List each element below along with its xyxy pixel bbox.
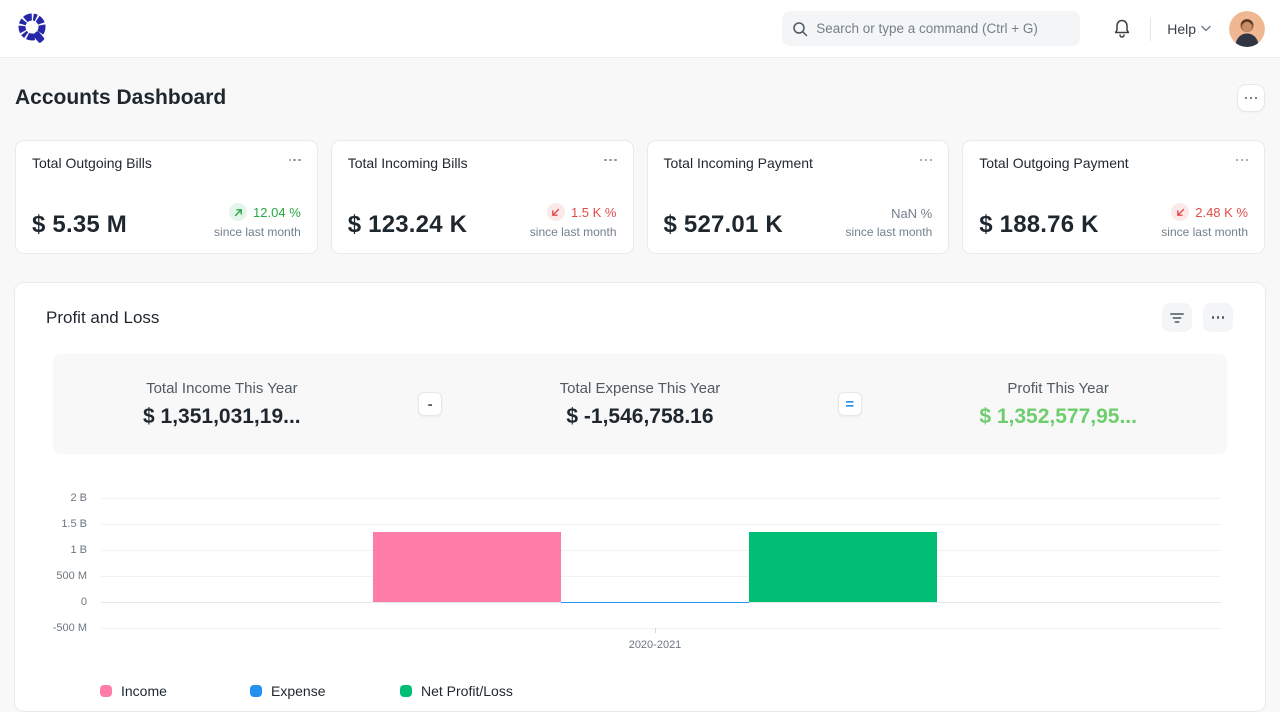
- legend-swatch: [100, 685, 112, 697]
- card-value: $ 188.76 K: [979, 211, 1099, 238]
- avatar-image: [1229, 10, 1265, 47]
- card-menu-button[interactable]: [1235, 155, 1248, 162]
- card-menu-button[interactable]: [288, 155, 301, 162]
- change-percent: 2.48 K %: [1195, 204, 1248, 220]
- chevron-down-icon: [1201, 25, 1211, 32]
- y-axis-tick-label: 500 M: [56, 570, 87, 582]
- y-axis-tick-label: 0: [80, 596, 87, 608]
- ellipsis-icon: [1244, 96, 1248, 100]
- chart-title: Profit and Loss: [46, 307, 160, 327]
- number-card-total-outgoing-payment[interactable]: Total Outgoing Payment $ 188.76 K 2.48 K…: [962, 140, 1265, 254]
- filter-icon: [1170, 312, 1184, 323]
- x-axis-category-label: 2020-2021: [628, 639, 682, 651]
- search-icon: [793, 21, 808, 36]
- change-percent: NaN %: [891, 206, 933, 221]
- minus-operator: -: [418, 392, 443, 416]
- summary-profit: Profit This Year $ 1,352,577,95...: [979, 379, 1137, 428]
- top-navbar: Help: [0, 0, 1280, 58]
- gridline: [101, 550, 1221, 551]
- card-title: Total Outgoing Bills: [32, 155, 152, 171]
- bar-income[interactable]: [373, 531, 561, 602]
- card-title: Total Outgoing Payment: [979, 155, 1129, 171]
- card-value: $ 527.01 K: [663, 211, 783, 238]
- legend-label: Net Profit/Loss: [421, 683, 513, 699]
- summary-profit-value: $ 1,352,577,95...: [979, 404, 1137, 428]
- legend-item-net-profit-loss[interactable]: Net Profit/Loss: [400, 683, 550, 699]
- profit-and-loss-card: Profit and Loss Total Income This Year $…: [14, 282, 1266, 712]
- number-card-total-outgoing-bills[interactable]: Total Outgoing Bills $ 5.35 M 12.04 % si…: [15, 140, 318, 254]
- page-header: Accounts Dashboard: [0, 58, 1280, 112]
- summary-total-income: Total Income This Year $ 1,351,031,19...: [143, 379, 301, 428]
- change-caption: since last month: [214, 225, 301, 239]
- gridline: [101, 524, 1221, 525]
- bar-net-profit-loss[interactable]: [749, 531, 937, 602]
- y-axis-tick-label: 1.5 B: [61, 518, 87, 530]
- chart-summary-band: Total Income This Year $ 1,351,031,19...…: [53, 354, 1227, 454]
- bell-icon: [1115, 19, 1130, 38]
- chart-filter-button[interactable]: [1162, 303, 1192, 332]
- card-title: Total Incoming Payment: [663, 155, 813, 171]
- y-axis-tick-label: 2 B: [70, 492, 87, 504]
- legend-label: Income: [121, 683, 167, 699]
- navbar-divider: [1150, 16, 1152, 41]
- chart-menu-button[interactable]: [1203, 303, 1233, 332]
- page-menu-button[interactable]: [1237, 84, 1265, 112]
- x-axis-tick: [655, 628, 656, 633]
- notifications-button[interactable]: [1112, 18, 1132, 39]
- number-card-total-incoming-payment[interactable]: Total Incoming Payment $ 527.01 K NaN % …: [646, 140, 950, 254]
- summary-total-expense: Total Expense This Year $ -1,546,758.16: [559, 379, 721, 428]
- equals-operator: =: [837, 392, 862, 416]
- app-logo[interactable]: [15, 11, 51, 47]
- legend-label: Expense: [271, 683, 326, 699]
- legend-item-expense[interactable]: Expense: [250, 683, 400, 699]
- y-axis-tick-label: 1 B: [70, 544, 87, 556]
- change-caption: since last month: [529, 225, 617, 239]
- number-cards-row: Total Outgoing Bills $ 5.35 M 12.04 % si…: [0, 112, 1280, 254]
- gridline: [101, 628, 1221, 629]
- legend-swatch: [250, 685, 262, 697]
- change-caption: since last month: [1161, 225, 1248, 239]
- profit-loss-bar-chart: 2 B 1.5 B 1 B 500 M 0 -500 M 2020-2021: [29, 492, 1251, 658]
- card-title: Total Incoming Bills: [347, 155, 468, 171]
- y-axis-tick-label: -500 M: [52, 622, 87, 634]
- ellipsis-icon: [1211, 316, 1225, 319]
- trend-down-icon: [546, 203, 565, 221]
- trend-up-icon: [229, 203, 248, 221]
- number-card-total-incoming-bills[interactable]: Total Incoming Bills $ 123.24 K 1.5 K % …: [330, 140, 634, 254]
- help-label: Help: [1167, 20, 1196, 37]
- gridline: [101, 602, 1221, 603]
- search-input[interactable]: [816, 21, 1071, 36]
- card-value: $ 5.35 M: [32, 211, 127, 238]
- trend-down-icon: [1171, 203, 1190, 221]
- gridline: [101, 498, 1221, 499]
- legend-swatch: [400, 685, 412, 697]
- legend-item-income[interactable]: Income: [100, 683, 250, 699]
- global-search[interactable]: [782, 11, 1081, 46]
- card-menu-button[interactable]: [604, 155, 617, 162]
- chart-legend: Income Expense Net Profit/Loss: [100, 683, 550, 699]
- summary-income-value: $ 1,351,031,19...: [143, 404, 301, 428]
- summary-expense-value: $ -1,546,758.16: [566, 404, 714, 428]
- card-value: $ 123.24 K: [347, 211, 468, 238]
- page-title: Accounts Dashboard: [15, 86, 227, 109]
- change-percent: 12.04 %: [253, 204, 301, 220]
- card-menu-button[interactable]: [920, 155, 933, 162]
- gridline: [101, 576, 1221, 577]
- change-caption: since last month: [845, 225, 933, 239]
- logo-q-icon: [18, 13, 46, 43]
- help-menu[interactable]: Help: [1167, 21, 1211, 37]
- user-avatar[interactable]: [1229, 10, 1265, 47]
- change-percent: 1.5 K %: [570, 204, 617, 220]
